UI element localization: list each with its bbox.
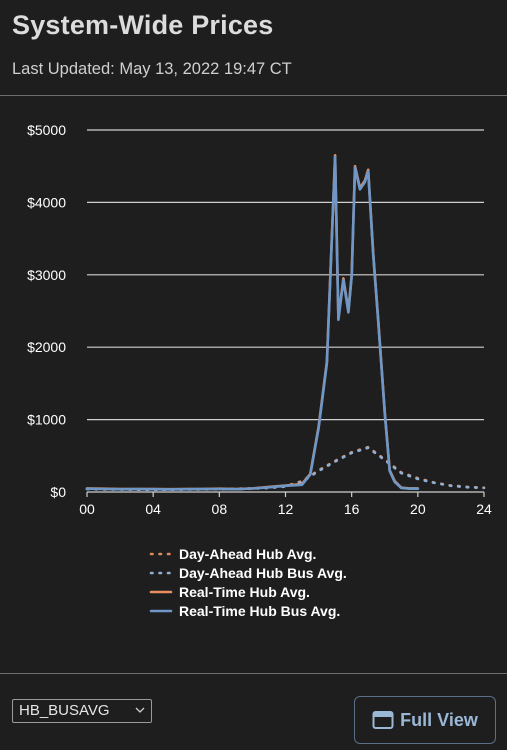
last-updated-text: Last Updated: May 13, 2022 19:47 CT <box>12 60 292 78</box>
x-tick-label: 00 <box>79 501 95 517</box>
footer-divider <box>0 673 507 674</box>
y-tick-label: $2000 <box>27 339 66 355</box>
price-chart: $0 $1000 $2000 $3000 $4000 $5000 00 04 08 12 16 20 2… <box>27 122 492 619</box>
series-line-2 <box>85 446 486 492</box>
series-line-3 <box>85 154 420 491</box>
y-tick-label: $3000 <box>27 267 66 283</box>
x-tick-label: 08 <box>212 501 228 517</box>
full-view-button[interactable]: Full View <box>354 696 496 744</box>
y-tick-label: $5000 <box>27 122 66 138</box>
y-tick-label: $0 <box>50 484 66 500</box>
chevron-down-icon <box>135 707 145 713</box>
y-tick-label: $1000 <box>27 412 66 428</box>
series-line-4 <box>85 155 420 491</box>
series-line-1 <box>85 445 486 491</box>
legend-label: Day-Ahead Hub Bus Avg. <box>179 565 347 581</box>
page-header: System-Wide Prices Last Updated: May 13,… <box>0 0 507 96</box>
full-view-label: Full View <box>400 709 478 730</box>
legend-label: Real-Time Hub Avg. <box>179 584 310 600</box>
x-tick-label: 24 <box>476 501 492 517</box>
node-select-value: HB_BUSAVG <box>19 702 110 719</box>
x-tick-label: 04 <box>145 501 161 517</box>
y-tick-label: $4000 <box>27 194 66 210</box>
legend-label: Real-Time Hub Bus Avg. <box>179 603 340 619</box>
page-title: System-Wide Prices <box>12 10 274 40</box>
node-select[interactable]: HB_BUSAVG <box>12 699 152 723</box>
x-tick-label: 12 <box>278 501 294 517</box>
x-tick-label: 16 <box>344 501 360 517</box>
x-tick-label: 20 <box>410 501 426 517</box>
window-icon <box>372 711 394 729</box>
legend-label: Day-Ahead Hub Avg. <box>179 546 316 562</box>
